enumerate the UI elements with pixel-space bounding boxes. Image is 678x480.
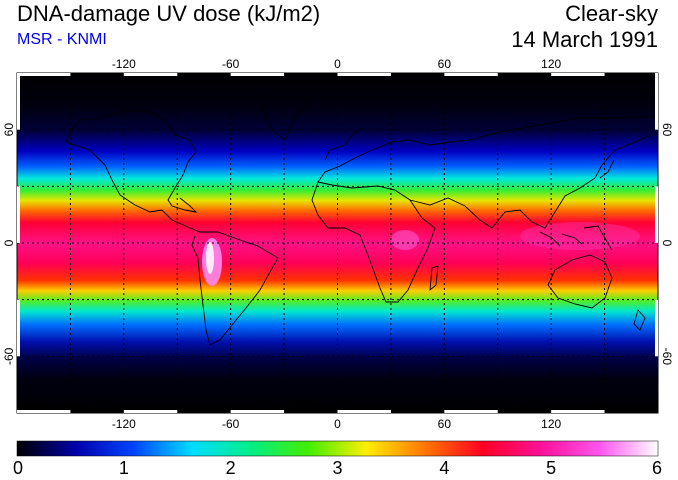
- lat-labels-right: 60 0 -60: [660, 123, 674, 365]
- colorbar-tick-label: 2: [225, 458, 236, 478]
- pacific-band: [520, 222, 640, 250]
- lon-tick-label: 120: [541, 57, 561, 71]
- lon-tick-label: -120: [112, 417, 136, 431]
- source-label: MSR - KNMI: [17, 31, 107, 48]
- lon-labels-top: -120 -60 0 60 120: [112, 57, 562, 71]
- colorbar-tick-label: 1: [118, 458, 129, 478]
- lon-tick-label: 0: [334, 57, 341, 71]
- lat-tick-label: 60: [2, 123, 16, 137]
- lon-tick-label: 60: [438, 417, 452, 431]
- colorbar-tick-label: 6: [651, 458, 663, 478]
- lon-tick-label: 60: [438, 57, 452, 71]
- lat-labels-left: 60 0 -60: [2, 123, 16, 365]
- graticule: [17, 73, 658, 413]
- coastlines: [17, 89, 658, 406]
- lat-tick-label: -60: [2, 347, 16, 365]
- lon-tick-label: -120: [112, 57, 136, 71]
- lon-tick-label: 120: [541, 417, 561, 431]
- colorbar: [16, 440, 659, 457]
- lat-tick-label: 60: [660, 123, 674, 137]
- colorbar-tick-label: 4: [439, 458, 450, 478]
- lat-tick-label: 0: [660, 240, 674, 247]
- date-label: 14 March 1991: [511, 27, 658, 52]
- colorbar-tick-label: 5: [546, 458, 557, 478]
- africa-hotspot: [391, 230, 419, 250]
- colorbar-tick-label: 3: [332, 458, 343, 478]
- lon-tick-label: 0: [334, 417, 341, 431]
- map-title: DNA-damage UV dose (kJ/m2): [17, 1, 321, 26]
- colorbar-tick-label: 0: [12, 458, 24, 478]
- lon-tick-label: -60: [222, 417, 240, 431]
- sky-condition: Clear-sky: [565, 1, 658, 26]
- lon-labels-bottom: -120 -60 0 60 120: [112, 417, 562, 431]
- lat-tick-label: 0: [2, 239, 16, 246]
- lon-tick-label: -60: [222, 57, 240, 71]
- frame-ruler: [17, 73, 658, 413]
- lat-tick-label: -60: [660, 348, 674, 366]
- andes-peak: [206, 242, 214, 274]
